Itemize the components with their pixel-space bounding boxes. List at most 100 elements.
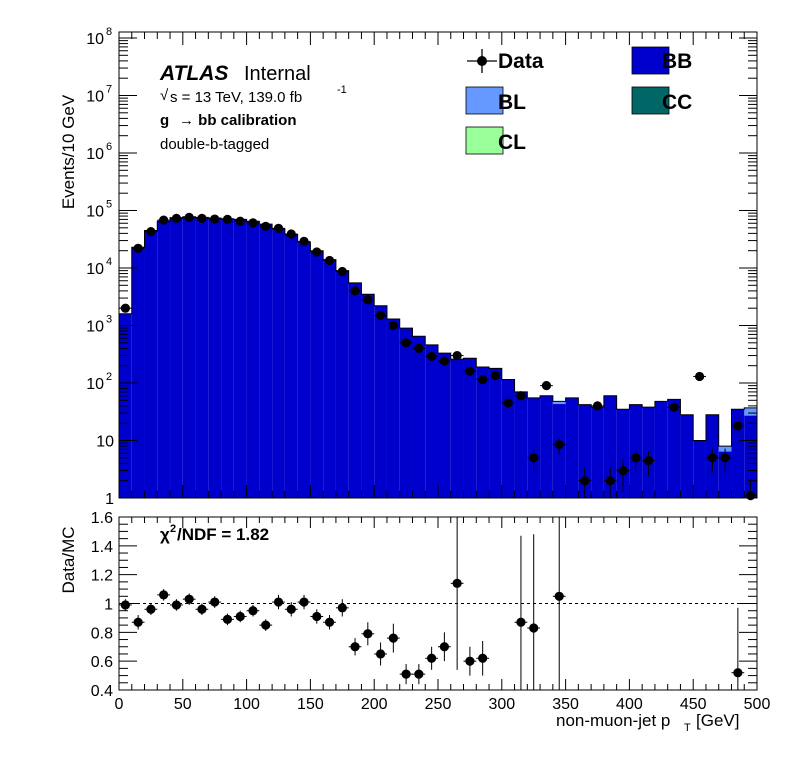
mc-bb-bar [565,397,579,498]
ratio-point [248,606,258,616]
main-y-tick-exponent: 3 [106,314,112,326]
mc-bb-bar [386,318,400,498]
data-point [299,236,309,247]
legend-entry-data: Data [467,49,544,73]
data-point [401,338,411,348]
mc-bb-bar [348,282,362,498]
data-point [222,214,233,225]
mc-bb-bar [527,397,541,498]
mc-bb-bar [680,414,694,498]
data-point [350,286,360,296]
ratio-point [286,604,296,614]
main-y-tick-exponent: 4 [106,256,112,268]
legend-entry-cc: CC [631,86,692,115]
ratio-point [235,611,245,622]
data-point [337,266,347,277]
data-point [643,455,654,466]
data-point [235,216,245,226]
main-y-tick-exponent: 7 [106,84,112,96]
chi2-exponent: 2 [170,523,176,535]
data-point [592,401,603,411]
legend-swatch-bb [631,46,670,75]
legend-swatch-cl [465,126,504,155]
ratio-point [439,642,449,652]
data-point [375,310,386,320]
data-point [439,356,449,366]
ratio-point [414,669,424,679]
data-point [171,213,182,223]
data-point [210,214,220,224]
data-point [618,465,628,476]
mc-bb-bar [667,399,681,498]
internal-label: Internal [244,63,311,85]
ratio-point [350,642,360,652]
main-y-tick-label: 10 [86,376,104,393]
ratio-y-tick-label: 0.6 [91,654,113,671]
main-y-tick-label: 10 [86,31,104,48]
ratio-point [337,603,347,613]
ratio-point [159,590,169,600]
lumi-exponent: -1 [337,84,347,96]
chi2-ndf-label: /NDF = 1.82 [177,525,269,544]
x-axis-label: non-muon-jet p [556,711,670,730]
ratio-y-tick-label: 1 [104,597,113,614]
data-point [746,491,756,501]
legend-label-cc: CC [662,91,692,114]
data-point [580,476,590,486]
main-y-tick-label: 10 [86,146,104,163]
data-point [197,213,207,223]
ratio-point [184,594,194,604]
mc-bb-bar [310,250,324,498]
data-point [707,453,717,463]
ratio-y-tick-label: 1.6 [91,510,113,527]
mc-bb-bar [323,259,336,498]
ratio-point [478,653,488,663]
data-points [119,212,757,501]
data-point [631,453,641,463]
ratio-point [222,614,233,624]
x-axis-label-sub: T [684,722,691,734]
process-g: g [160,112,169,129]
mc-bl-bar [744,407,757,416]
mc-bb-bar [221,218,234,499]
ratio-point [261,620,271,630]
x-tick-label: 0 [115,696,124,713]
main-y-axis-label: Events/10 GeV [59,94,78,209]
data-point [286,229,296,239]
ratio-point [554,591,564,601]
ratio-point [171,600,182,610]
ratio-point [210,597,220,607]
mc-bb-bar [272,228,285,499]
ratio-point [516,617,526,627]
mc-bb-bar [284,234,298,498]
ratio-point [299,597,309,607]
mc-bb-bar [731,409,745,498]
ratio-y-ticks [119,516,757,691]
data-point [605,476,615,486]
ratio-point [733,668,743,678]
mc-bb-bar [425,344,438,498]
data-point [529,453,539,463]
atlas-label: ATLAS [159,62,228,85]
mc-bb-bar [489,368,502,498]
main-y-tick-label: 1 [105,491,114,508]
data-point [261,221,271,231]
ratio-y-tick-label: 0.8 [91,625,113,642]
mc-bb-bar [591,407,604,498]
mc-bb-bar [195,217,209,499]
mc-bb-bar [540,395,553,498]
mc-bb-bar [616,409,630,498]
mc-bb-bar [297,242,311,498]
data-point [452,350,462,361]
legend-label-bl: BL [498,91,526,114]
data-point [248,218,258,228]
x-tick-label: 100 [233,696,260,713]
x-tick-label: 450 [680,696,707,713]
main-y-tick-label: 10 [86,89,104,106]
mc-bb-bar [412,336,426,498]
data-point [133,243,143,253]
ratio-y-tick-label: 1.2 [91,568,113,585]
data-point [427,351,437,362]
main-y-tick-exponent: 8 [106,26,112,38]
